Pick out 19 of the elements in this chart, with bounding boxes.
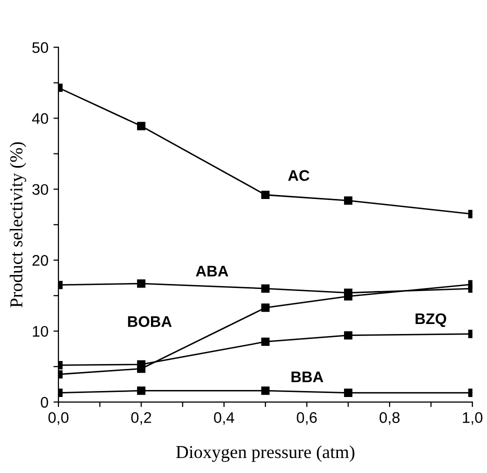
y-tick-label: 20	[32, 255, 48, 266]
y-tick-label: 40	[32, 113, 48, 124]
series-label: ABA	[196, 266, 228, 276]
x-tick-label: 0,2	[131, 412, 152, 425]
x-tick-label: 0,4	[214, 412, 234, 425]
y-axis-title: Product selectivity (%)	[10, 142, 26, 308]
y-tick-label: 30	[32, 184, 48, 195]
series-label: AC	[288, 170, 310, 181]
x-tick-label: 0,8	[380, 412, 400, 425]
y-tick-label: 0	[40, 396, 48, 408]
y-tick-label: 10	[32, 326, 48, 337]
series-label: BOBA	[128, 316, 172, 327]
series-label: BZQ	[416, 313, 446, 328]
x-axis-title: Dioxygen pressure (atm)	[176, 445, 354, 462]
y-tick-label: 50	[32, 42, 48, 53]
x-tick-label: 1,0	[462, 412, 482, 425]
x-tick-label: 0,6	[296, 412, 317, 425]
x-tick-label: 0,0	[48, 412, 68, 425]
series-label: BBA	[292, 372, 324, 382]
